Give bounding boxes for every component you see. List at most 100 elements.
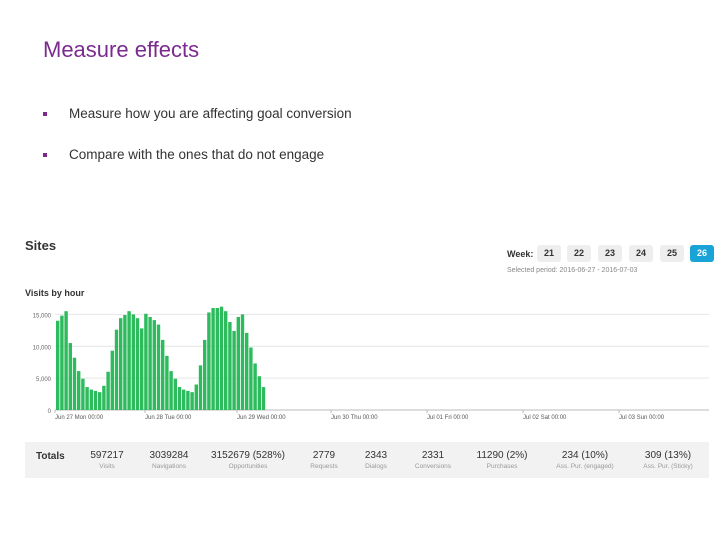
y-tick-label: 10,000 bbox=[33, 345, 52, 351]
chart-bar bbox=[152, 320, 156, 410]
week-button-23[interactable]: 23 bbox=[598, 245, 622, 262]
bullet-text: Measure how you are affecting goal conve… bbox=[69, 106, 352, 121]
chart-bar bbox=[161, 339, 165, 410]
chart-bar bbox=[114, 329, 119, 410]
totals-bar: Totals 597217 Visits 3039284 Navigations… bbox=[25, 442, 709, 478]
chart-bar bbox=[165, 355, 169, 410]
bullet-text: Compare with the ones that do not engage bbox=[69, 147, 325, 162]
week-label: Week: bbox=[507, 249, 534, 259]
chart-bar bbox=[232, 330, 236, 410]
chart-bar bbox=[127, 311, 131, 410]
chart-bar bbox=[190, 392, 194, 410]
chart-bar bbox=[123, 315, 127, 410]
total-label: Dialogs bbox=[365, 463, 387, 470]
total-dialogs: 2343 Dialogs bbox=[353, 450, 399, 470]
total-label: Conversions bbox=[414, 463, 452, 470]
totals-label: Totals bbox=[36, 451, 65, 462]
x-tick-label: Jul 03 Sun 00:00 bbox=[619, 415, 665, 421]
total-value: 2779 bbox=[312, 450, 336, 461]
visits-by-hour-chart: 0 5,000 10,000 15,000 Jun 27 Mon 00:00 Jun 28… bbox=[33, 306, 709, 421]
chart-bar bbox=[98, 392, 102, 410]
x-tick-label: Jun 29 Wed 00:00 bbox=[237, 415, 286, 421]
chart-bar bbox=[106, 371, 110, 410]
week-button-25[interactable]: 25 bbox=[660, 245, 684, 262]
chart-bar bbox=[182, 389, 186, 410]
total-label: Navigations bbox=[152, 463, 186, 470]
chart-bar bbox=[224, 311, 228, 410]
chart-title: Visits by hour bbox=[25, 288, 85, 298]
x-tick-label: Jun 27 Mon 00:00 bbox=[55, 415, 104, 421]
chart-bar bbox=[89, 389, 93, 410]
total-value: 597217 bbox=[90, 450, 124, 461]
total-visits: 597217 Visits bbox=[77, 450, 137, 470]
chart-bar bbox=[148, 316, 152, 410]
chart-bar bbox=[245, 332, 249, 410]
chart-bar bbox=[60, 315, 64, 410]
total-value: 2343 bbox=[364, 450, 388, 461]
bullet-marker bbox=[43, 112, 47, 116]
chart-bar bbox=[77, 371, 81, 410]
chart-bar bbox=[64, 311, 68, 410]
total-label: Ass. Pur. (engaged) bbox=[556, 463, 614, 470]
chart-bar bbox=[236, 316, 240, 410]
total-conversions: 2331 Conversions bbox=[405, 450, 461, 470]
week-button-26[interactable]: 26 bbox=[690, 245, 714, 262]
total-label: Purchases bbox=[486, 463, 518, 470]
chart-bar bbox=[173, 378, 177, 410]
selected-period: Selected period: 2016-06-27 - 2016-07-03 bbox=[507, 267, 638, 274]
total-value: 3152679 (528%) bbox=[211, 450, 285, 461]
chart-bar bbox=[219, 306, 224, 410]
chart-bar bbox=[186, 390, 190, 410]
y-tick-label: 15,000 bbox=[33, 313, 52, 319]
chart-bar bbox=[131, 314, 135, 410]
week-button-21[interactable]: 21 bbox=[537, 245, 561, 262]
chart-bar bbox=[194, 384, 198, 410]
week-button-22[interactable]: 22 bbox=[567, 245, 591, 262]
y-tick-label: 5,000 bbox=[36, 377, 52, 383]
chart-bar bbox=[207, 312, 211, 410]
chart-bar bbox=[177, 387, 182, 410]
chart-bar bbox=[203, 339, 207, 410]
total-label: Visits bbox=[99, 463, 115, 470]
chart-bar bbox=[102, 385, 106, 410]
bullet-item: Measure how you are affecting goal conve… bbox=[43, 106, 352, 121]
chart-bar bbox=[135, 318, 140, 410]
chart-bar bbox=[68, 343, 72, 410]
x-tick-label: Jun 30 Thu 00:00 bbox=[331, 415, 378, 421]
dashboard-title: Sites bbox=[25, 238, 57, 253]
chart-bar bbox=[119, 318, 123, 410]
chart-bar bbox=[253, 363, 257, 410]
chart-bar bbox=[249, 347, 253, 410]
chart-bar bbox=[144, 313, 148, 410]
total-value: 309 (13%) bbox=[644, 450, 692, 461]
chart-bar bbox=[85, 387, 89, 410]
slide-title: Measure effects bbox=[43, 37, 200, 62]
chart-bar bbox=[198, 365, 203, 410]
chart-bar bbox=[93, 390, 98, 410]
chart-bar bbox=[228, 322, 232, 410]
bullet-marker bbox=[43, 153, 47, 157]
chart-bar bbox=[140, 328, 144, 410]
x-tick-label: Jun 28 Tue 00:00 bbox=[145, 415, 192, 421]
total-purchases: 11290 (2%) Purchases bbox=[469, 450, 535, 470]
total-label: Opportunities bbox=[228, 463, 268, 470]
chart-bar bbox=[257, 376, 261, 410]
total-requests: 2779 Requests bbox=[301, 450, 347, 470]
chart-bar bbox=[81, 378, 85, 410]
total-value: 3039284 bbox=[149, 450, 189, 461]
chart-bar bbox=[56, 320, 60, 410]
total-label: Requests bbox=[310, 463, 338, 470]
y-tick-label: 0 bbox=[48, 409, 52, 415]
bullet-item: Compare with the ones that do not engage bbox=[43, 147, 324, 162]
x-tick-label: Jul 02 Sat 00:00 bbox=[523, 415, 567, 421]
total-value: 11290 (2%) bbox=[476, 450, 528, 461]
dashboard-screenshot: Sites Week: 21 22 23 24 25 26 Selected p… bbox=[25, 232, 715, 482]
total-assisted-sticky: 309 (13%) Ass. Pur. (Sticky) bbox=[631, 450, 705, 470]
total-value: 234 (10%) bbox=[561, 450, 609, 461]
total-value: 2331 bbox=[421, 450, 445, 461]
week-button-24[interactable]: 24 bbox=[629, 245, 653, 262]
chart-bar bbox=[261, 387, 266, 410]
chart-bar bbox=[215, 308, 219, 410]
total-navigations: 3039284 Navigations bbox=[139, 450, 199, 470]
x-tick-label: Jul 01 Fri 00:00 bbox=[427, 415, 469, 421]
